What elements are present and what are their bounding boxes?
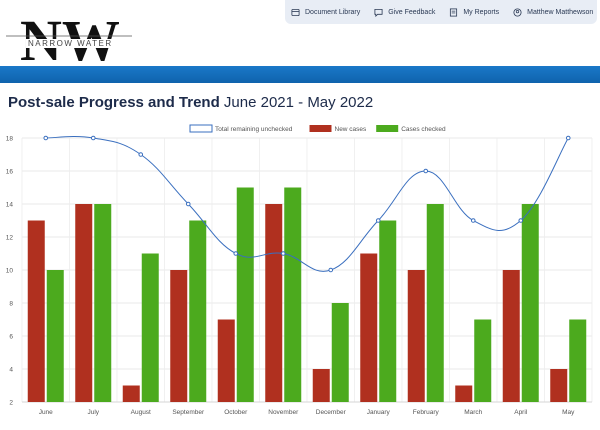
nav-label: Give Feedback [388, 8, 436, 16]
y-axis-ticks: 2 4 6 8 10 12 14 16 18 [6, 136, 14, 407]
blue-banner [0, 66, 600, 83]
chart-bars [27, 187, 587, 402]
x-tick-label: May [562, 409, 575, 416]
bar-cases-checked [569, 319, 587, 402]
y-tick-label: 10 [6, 268, 14, 275]
trend-point [138, 152, 144, 157]
bar-cases-checked [521, 204, 539, 402]
bar-new-cases [27, 220, 45, 402]
narrow-water-logo[interactable]: NW NARROW WATER [6, 6, 136, 73]
bar-new-cases [502, 270, 520, 402]
trend-point [375, 218, 381, 223]
bar-new-cases [407, 270, 425, 402]
legend-item: New cases [309, 125, 368, 133]
legend-label: Total remaining unchecked [215, 126, 293, 133]
y-tick-label: 4 [9, 367, 13, 374]
trend-point [90, 135, 96, 141]
y-tick-label: 12 [6, 235, 14, 242]
trend-point [328, 267, 334, 273]
chart-grid [21, 137, 593, 403]
y-tick-label: 8 [9, 301, 13, 308]
x-tick-label: November [268, 409, 299, 416]
trend-point [565, 135, 571, 141]
legend-label: Cases checked [401, 126, 446, 133]
nav-label: My Reports [463, 8, 500, 16]
logo-mark: NW [6, 8, 132, 73]
document-icon [291, 8, 300, 16]
x-tick-label: March [464, 409, 482, 416]
x-tick-label: April [514, 409, 528, 416]
x-tick-label: October [224, 409, 248, 416]
bar-cases-checked [331, 303, 349, 402]
y-tick-label: 6 [9, 334, 13, 341]
nav-give-feedback[interactable]: Give Feedback [374, 8, 435, 17]
y-tick-label: 16 [6, 169, 14, 176]
bar-new-cases [455, 385, 473, 402]
page-title: Post-sale Progress and Trend June 2021 -… [8, 94, 373, 111]
legend-swatch [376, 125, 399, 132]
legend-label: New cases [335, 126, 368, 133]
bar-new-cases [265, 204, 283, 402]
legend-item: Cases checked [376, 125, 446, 133]
progress-trend-chart: 2 4 6 8 10 12 14 16 18 June July August September Oc… [6, 124, 593, 416]
nav-label: Matthew Matthewson [527, 8, 594, 16]
x-tick-label: January [367, 409, 391, 416]
trend-point [185, 201, 191, 207]
bar-new-cases [550, 369, 568, 402]
trend-point [470, 218, 476, 223]
bar-cases-checked [284, 187, 302, 402]
trend-point [43, 135, 49, 141]
x-tick-label: July [87, 409, 99, 416]
legend-swatch [309, 125, 332, 132]
chart-line [43, 135, 571, 273]
nav-my-reports[interactable]: My Reports [449, 7, 500, 17]
x-tick-label: December [316, 409, 347, 416]
top-nav: Document Library Give Feedback My Report… [285, 0, 597, 24]
nav-label: Document Library [305, 8, 361, 16]
bar-new-cases [217, 319, 235, 402]
chart-legend: Total remaining unchecked New cases Cases … [189, 124, 446, 133]
bar-cases-checked [94, 204, 112, 402]
bar-new-cases [360, 253, 378, 402]
bar-new-cases [170, 270, 188, 402]
x-tick-label: June [39, 409, 53, 416]
logo-text: NARROW WATER [26, 39, 115, 48]
x-tick-label: February [413, 409, 440, 416]
bar-cases-checked [189, 220, 207, 402]
legend-swatch [189, 124, 213, 133]
y-tick-label: 2 [9, 400, 13, 407]
user-icon [513, 7, 522, 17]
bar-cases-checked [474, 319, 492, 402]
y-tick-label: 14 [6, 202, 14, 209]
x-tick-label: September [172, 409, 205, 416]
trend-point [280, 251, 286, 256]
bar-cases-checked [236, 187, 254, 402]
bar-cases-checked [426, 204, 444, 402]
legend-item: Total remaining unchecked [189, 124, 293, 133]
bar-new-cases [312, 369, 330, 402]
bar-new-cases [75, 204, 93, 402]
nav-document-library[interactable]: Document Library [291, 8, 360, 17]
x-tick-label: August [131, 409, 151, 416]
reports-icon [450, 7, 458, 17]
trend-point [233, 251, 239, 256]
header: NW NARROW WATER Document Library Give Fe… [0, 0, 600, 73]
y-tick-label: 18 [6, 136, 14, 143]
page-title-range: June 2021 - May 2022 [223, 94, 374, 111]
nav-user-profile[interactable]: Matthew Matthewson [513, 7, 594, 17]
logo-letters: NW [20, 8, 120, 62]
feedback-icon [374, 8, 383, 17]
bar-cases-checked [141, 253, 159, 402]
x-axis-ticks: June July August September October November De… [39, 409, 575, 416]
page-title-main: Post-sale Progress and Trend [8, 94, 220, 111]
trend-point [518, 218, 524, 223]
bar-new-cases [122, 385, 140, 402]
trend-point [423, 168, 429, 174]
bar-cases-checked [46, 270, 64, 402]
bar-cases-checked [379, 220, 397, 402]
